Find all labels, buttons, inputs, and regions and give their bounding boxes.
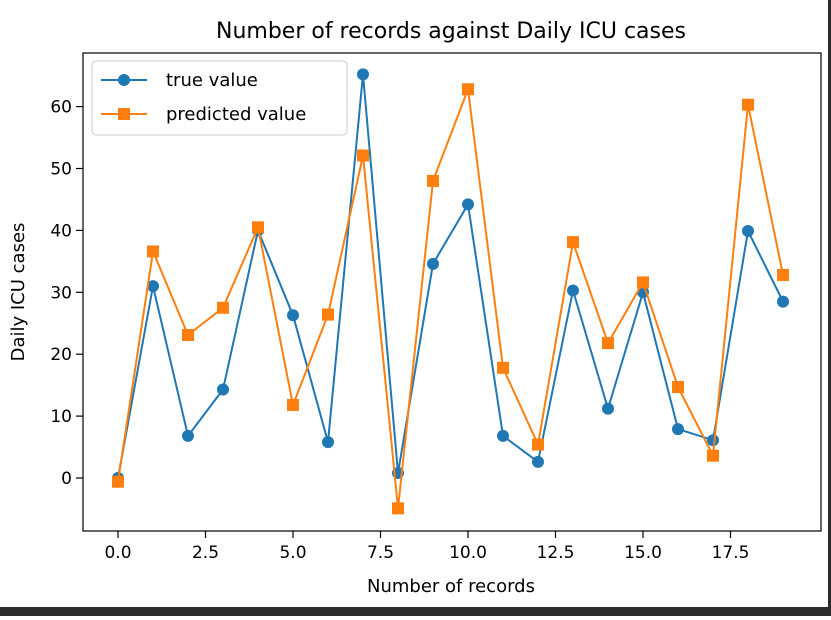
legend-entry: true value (101, 70, 258, 91)
data-point (147, 245, 159, 258)
series-line-predicted-value (117, 88, 784, 510)
data-point (427, 257, 439, 270)
data-point (497, 361, 509, 374)
data-point (252, 221, 264, 234)
data-point (637, 276, 649, 289)
data-point (497, 429, 509, 442)
legend-marker-circle (118, 74, 130, 86)
y-axis-ticks: 0 10 20 30 40 50 60 (50, 98, 83, 489)
data-point (672, 423, 684, 436)
x-tick-label: 12.5 (537, 543, 575, 563)
x-axis-label: Number of records (367, 576, 535, 597)
data-point (427, 174, 439, 187)
y-tick-label: 40 (50, 221, 72, 241)
series-predicted-value (112, 83, 789, 515)
data-point (602, 402, 614, 415)
data-point (462, 83, 474, 96)
data-point (567, 236, 579, 249)
y-tick-label: 0 (61, 469, 72, 489)
data-point (322, 436, 334, 449)
data-point (567, 284, 579, 297)
y-tick-label: 10 (50, 407, 72, 427)
x-tick-label: 5.0 (279, 543, 306, 563)
data-point (147, 280, 159, 293)
legend-label: true value (166, 70, 258, 91)
x-axis-ticks: 0.0 2.5 5.0 7.5 10.0 12.5 15.0 17.5 (104, 531, 749, 563)
legend-box (91, 60, 348, 136)
series-true-value (112, 68, 789, 484)
chart-title: Number of records against Daily ICU case… (216, 19, 686, 44)
right-frame-bar (828, 0, 831, 616)
x-tick-label: 17.5 (712, 543, 750, 563)
data-point (707, 449, 719, 462)
y-axis-label: Daily ICU cases (8, 223, 29, 362)
y-tick-label: 30 (50, 283, 72, 303)
data-point (357, 68, 369, 81)
series-layer (112, 68, 789, 515)
legend-marker-square (118, 108, 130, 120)
data-point (287, 398, 299, 411)
data-point (532, 455, 544, 468)
y-tick-label: 20 (50, 345, 72, 365)
legend-label: predicted value (166, 104, 306, 125)
bottom-frame-bar (0, 607, 831, 616)
x-tick-label: 2.5 (192, 543, 219, 563)
y-tick-label: 50 (50, 160, 72, 180)
data-point (742, 225, 754, 238)
data-point (287, 309, 299, 322)
x-tick-label: 10.0 (449, 543, 487, 563)
data-point (707, 434, 719, 447)
legend-entries: true value predicted value (101, 70, 306, 125)
data-point (357, 149, 369, 162)
data-point (112, 475, 124, 488)
plot-area: 0.0 2.5 5.0 7.5 10.0 12.5 15.0 17.5 0 10 20 30 40 50… (50, 52, 822, 563)
x-tick-label: 7.5 (367, 543, 394, 563)
data-point (462, 198, 474, 211)
legend-entry: predicted value (101, 104, 306, 125)
data-point (532, 438, 544, 451)
y-tick-label: 60 (50, 98, 72, 118)
data-point (777, 268, 789, 281)
legend: true value predicted value (91, 60, 348, 136)
data-point (322, 308, 334, 321)
data-point (217, 383, 229, 396)
data-point (777, 295, 789, 308)
x-tick-label: 15.0 (624, 543, 662, 563)
data-point (182, 329, 194, 342)
data-point (742, 98, 754, 111)
series-line-true-value (117, 73, 784, 479)
data-point (672, 381, 684, 394)
data-point (392, 502, 404, 515)
data-point (602, 337, 614, 350)
x-tick-label: 0.0 (104, 543, 131, 563)
data-point (217, 301, 229, 314)
data-point (182, 429, 194, 442)
